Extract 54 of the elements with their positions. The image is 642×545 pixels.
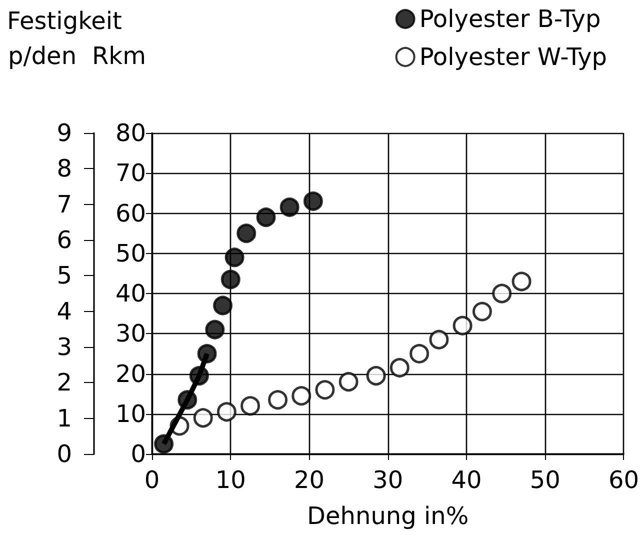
y2-tick-label: 0 [56,440,72,468]
point [205,320,225,340]
point [216,402,236,422]
point [220,270,240,290]
y2-tick-label: 5 [56,262,72,290]
point [240,396,260,416]
y2-tick-label: 1 [56,404,72,432]
legend-label: Polyester B-Typ [419,5,601,33]
point [213,296,233,316]
x-tick-label: 30 [372,466,404,494]
point [236,224,256,244]
y2-tick-label: 4 [56,297,72,326]
point [512,272,532,292]
y-tick-label: 50 [115,239,146,268]
x-tick-label: 50 [530,466,560,494]
y-tick-label: 0 [130,440,146,468]
point [390,358,410,378]
point [315,380,335,400]
x-tick-label: 10 [215,466,246,494]
y2-axis-title: p/den [8,42,77,70]
y-tick-label: 30 [115,320,146,348]
point [338,372,358,392]
y-tick-label: 70 [115,159,146,188]
point [268,390,288,410]
point [366,366,386,386]
point [492,284,512,304]
point [193,408,213,428]
point [429,330,449,350]
y2-tick-label: 9 [56,119,72,147]
point [280,197,300,217]
y-tick-label: 10 [115,400,146,428]
chart-title: Festigkeit [7,7,122,35]
y2-tick-label: 7 [56,190,72,218]
y-tick-label: 60 [115,199,146,228]
x-tick-label: 60 [608,466,640,494]
y2-tick-label: 2 [56,368,72,397]
y-tick-label: 40 [115,280,146,308]
point [292,386,312,406]
point [256,208,276,228]
point [303,191,323,211]
point [224,248,244,268]
y2-tick-label: 6 [56,226,72,254]
y2-tick-label: 3 [56,333,72,361]
x-tick-label: 20 [294,466,325,494]
point [452,316,472,336]
x-tick-label: 40 [451,466,482,494]
y2-tick-label: 8 [56,154,72,183]
y-tick-label: 20 [115,360,146,388]
legend-label: Polyester W-Typ [419,43,607,71]
y-axis-title: Rkm [92,42,146,70]
y-tick-label: 80 [115,119,146,147]
point [410,344,430,364]
point [472,302,492,322]
x-axis-title: Dehnung in% [307,502,469,530]
